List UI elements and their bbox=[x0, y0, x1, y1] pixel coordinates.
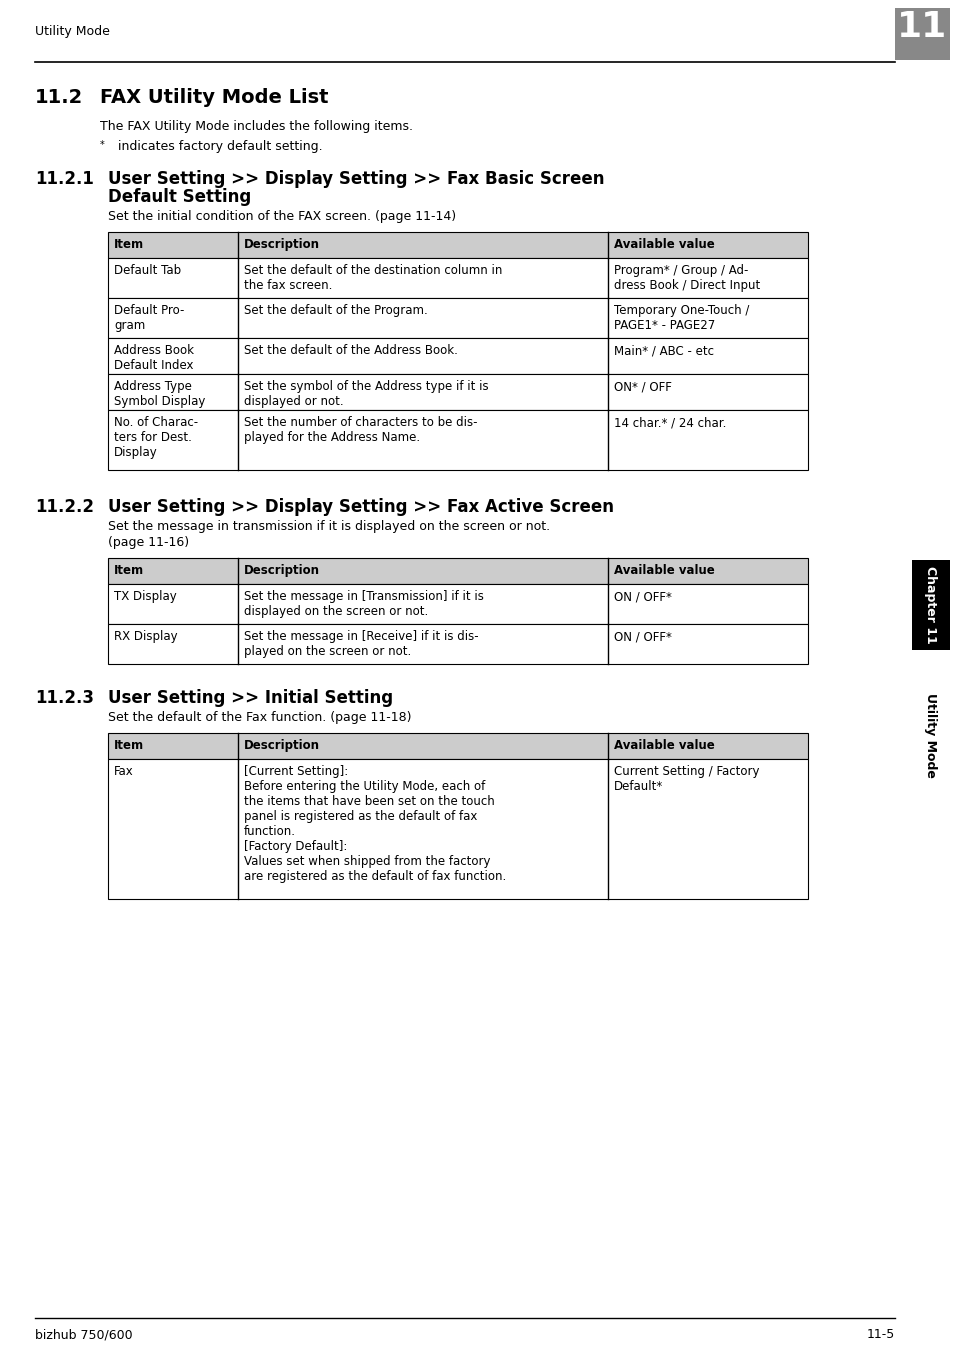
Text: TX Display: TX Display bbox=[113, 589, 176, 603]
Bar bbox=[108, 338, 807, 375]
Text: Utility Mode: Utility Mode bbox=[35, 24, 110, 38]
Text: 11.2.2: 11.2.2 bbox=[35, 498, 94, 516]
Text: User Setting >> Initial Setting: User Setting >> Initial Setting bbox=[108, 690, 393, 707]
Text: Set the default of the Fax function. (page 11-18): Set the default of the Fax function. (pa… bbox=[108, 711, 411, 725]
Text: ON / OFF*: ON / OFF* bbox=[614, 630, 671, 644]
Bar bbox=[894, 8, 949, 59]
Text: 11: 11 bbox=[896, 9, 946, 45]
Bar bbox=[108, 233, 807, 258]
Text: Address Book
Default Index: Address Book Default Index bbox=[113, 343, 193, 372]
Bar bbox=[108, 410, 807, 470]
Text: Chapter 11: Chapter 11 bbox=[923, 566, 937, 644]
Bar bbox=[108, 758, 807, 899]
Text: Default Pro-
gram: Default Pro- gram bbox=[113, 304, 184, 333]
Text: Default Setting: Default Setting bbox=[108, 188, 251, 206]
Text: RX Display: RX Display bbox=[113, 630, 177, 644]
Text: indicates factory default setting.: indicates factory default setting. bbox=[118, 141, 322, 153]
Bar bbox=[108, 258, 807, 297]
Text: [Current Setting]:
Before entering the Utility Mode, each of
the items that have: [Current Setting]: Before entering the U… bbox=[244, 765, 506, 883]
Bar bbox=[108, 375, 807, 410]
Text: Description: Description bbox=[244, 740, 319, 752]
Text: Available value: Available value bbox=[614, 740, 714, 752]
Bar bbox=[911, 560, 949, 650]
Text: User Setting >> Display Setting >> Fax Active Screen: User Setting >> Display Setting >> Fax A… bbox=[108, 498, 614, 516]
Text: *: * bbox=[100, 141, 105, 150]
Text: Address Type
Symbol Display: Address Type Symbol Display bbox=[113, 380, 205, 408]
Text: Item: Item bbox=[113, 564, 144, 577]
Bar bbox=[108, 558, 807, 584]
Text: Utility Mode: Utility Mode bbox=[923, 692, 937, 777]
Text: Available value: Available value bbox=[614, 238, 714, 251]
Text: Set the message in transmission if it is displayed on the screen or not.: Set the message in transmission if it is… bbox=[108, 521, 550, 533]
Text: FAX Utility Mode List: FAX Utility Mode List bbox=[100, 88, 328, 107]
Text: Description: Description bbox=[244, 564, 319, 577]
Text: Set the initial condition of the FAX screen. (page 11-14): Set the initial condition of the FAX scr… bbox=[108, 210, 456, 223]
Text: (page 11-16): (page 11-16) bbox=[108, 535, 189, 549]
Text: No. of Charac-
ters for Dest.
Display: No. of Charac- ters for Dest. Display bbox=[113, 416, 198, 458]
Text: 11.2.1: 11.2.1 bbox=[35, 170, 93, 188]
Text: 11.2: 11.2 bbox=[35, 88, 83, 107]
Text: User Setting >> Display Setting >> Fax Basic Screen: User Setting >> Display Setting >> Fax B… bbox=[108, 170, 604, 188]
Text: Current Setting / Factory
Default*: Current Setting / Factory Default* bbox=[614, 765, 759, 794]
Text: ON / OFF*: ON / OFF* bbox=[614, 589, 671, 603]
Text: Available value: Available value bbox=[614, 564, 714, 577]
Text: Set the default of the destination column in
the fax screen.: Set the default of the destination colum… bbox=[244, 264, 502, 292]
Text: The FAX Utility Mode includes the following items.: The FAX Utility Mode includes the follow… bbox=[100, 120, 413, 132]
Text: Set the symbol of the Address type if it is
displayed or not.: Set the symbol of the Address type if it… bbox=[244, 380, 488, 408]
Bar bbox=[108, 297, 807, 338]
Text: bizhub 750/600: bizhub 750/600 bbox=[35, 1328, 132, 1341]
Text: Main* / ABC - etc: Main* / ABC - etc bbox=[614, 343, 713, 357]
Text: Item: Item bbox=[113, 238, 144, 251]
Bar bbox=[108, 733, 807, 758]
Text: 14 char.* / 24 char.: 14 char.* / 24 char. bbox=[614, 416, 725, 429]
Text: Set the default of the Address Book.: Set the default of the Address Book. bbox=[244, 343, 457, 357]
Text: Fax: Fax bbox=[113, 765, 133, 777]
Text: Set the default of the Program.: Set the default of the Program. bbox=[244, 304, 427, 316]
Text: Temporary One-Touch /
PAGE1* - PAGE27: Temporary One-Touch / PAGE1* - PAGE27 bbox=[614, 304, 749, 333]
Text: Description: Description bbox=[244, 238, 319, 251]
Text: Set the message in [Transmission] if it is
displayed on the screen or not.: Set the message in [Transmission] if it … bbox=[244, 589, 483, 618]
Text: Item: Item bbox=[113, 740, 144, 752]
Text: Set the message in [Receive] if it is dis-
played on the screen or not.: Set the message in [Receive] if it is di… bbox=[244, 630, 478, 658]
Text: Default Tab: Default Tab bbox=[113, 264, 181, 277]
Text: ON* / OFF: ON* / OFF bbox=[614, 380, 671, 393]
Text: 11.2.3: 11.2.3 bbox=[35, 690, 94, 707]
Text: Program* / Group / Ad-
dress Book / Direct Input: Program* / Group / Ad- dress Book / Dire… bbox=[614, 264, 760, 292]
Bar bbox=[108, 584, 807, 625]
Text: Set the number of characters to be dis-
played for the Address Name.: Set the number of characters to be dis- … bbox=[244, 416, 477, 443]
Text: 11-5: 11-5 bbox=[866, 1328, 894, 1341]
Bar bbox=[108, 625, 807, 664]
